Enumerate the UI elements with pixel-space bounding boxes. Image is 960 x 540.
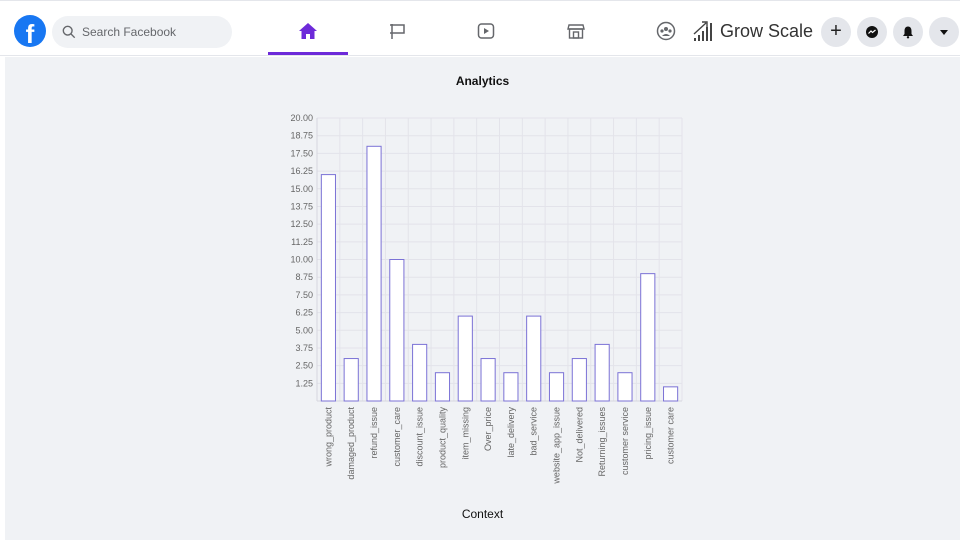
- bar-discount-issue: [412, 343, 428, 402]
- create-button[interactable]: +: [821, 17, 851, 47]
- growth-chart-icon: [693, 21, 712, 41]
- y-tick-label: 3.75: [295, 343, 313, 353]
- facebook-logo[interactable]: f: [14, 15, 46, 47]
- tab-home[interactable]: [268, 15, 348, 55]
- bar-returning-issues: [594, 343, 610, 402]
- y-tick-label: 12.50: [290, 219, 313, 229]
- video-icon: [477, 23, 495, 39]
- bar-website-app-issue: [548, 372, 565, 402]
- y-tick-label: 8.75: [295, 272, 313, 282]
- x-tick-label: Over_price: [483, 407, 493, 451]
- notifications-button[interactable]: [893, 17, 923, 47]
- flag-icon: [390, 24, 405, 39]
- bar-damaged-product: [343, 358, 359, 402]
- y-tick-label: 17.50: [290, 148, 313, 158]
- search-box[interactable]: [52, 16, 232, 48]
- y-tick-label: 6.25: [295, 308, 313, 318]
- search-icon: [62, 25, 76, 39]
- y-tick-label: 13.75: [290, 201, 313, 211]
- x-tick-label: discount_issue: [415, 407, 425, 467]
- y-tick-label: 16.25: [290, 166, 313, 176]
- x-tick-label: customer_care: [392, 407, 402, 467]
- x-tick-label: item_missing: [460, 407, 470, 460]
- x-tick-label: pricing_issue: [643, 407, 653, 460]
- bar-over-price: [480, 358, 496, 402]
- x-tick-label: Not_delivered: [574, 407, 584, 463]
- chart-title: Analytics: [455, 74, 510, 88]
- x-tick-label: Returning_issues: [597, 407, 607, 477]
- x-tick-label: website_app_issue: [552, 407, 562, 485]
- marketplace-icon: [567, 24, 585, 39]
- y-tick-label: 10.00: [290, 255, 313, 265]
- plus-icon: +: [830, 20, 842, 42]
- bar-customer-care: [389, 259, 405, 402]
- bar-late-delivery: [503, 372, 519, 402]
- messenger-button[interactable]: [857, 17, 887, 47]
- x-tick-label: customer care: [666, 407, 676, 464]
- tab-watch[interactable]: [446, 15, 526, 53]
- search-input[interactable]: [82, 25, 222, 39]
- x-tick-label: customer service: [620, 407, 630, 475]
- account-menu-button[interactable]: [929, 17, 959, 47]
- y-tick-label: 5.00: [295, 325, 313, 335]
- bar-item-missing: [457, 315, 473, 402]
- tab-groups[interactable]: [626, 15, 706, 53]
- bar-wrong-product: [320, 174, 336, 402]
- brand-logo[interactable]: Grow Scale: [692, 17, 813, 45]
- bar-refund-issue: [366, 145, 382, 402]
- y-tick-label: 2.50: [295, 361, 313, 371]
- y-tick-label: 7.50: [295, 290, 313, 300]
- x-axis-title: Context: [461, 507, 504, 521]
- groups-icon: [656, 21, 676, 41]
- top-navigation-bar: f: [0, 0, 960, 56]
- y-tick-label: 15.00: [290, 184, 313, 194]
- x-tick-label: wrong_product: [323, 407, 333, 468]
- y-tick-label: 18.75: [290, 131, 313, 141]
- x-tick-label: product_quality: [437, 407, 447, 469]
- y-tick-label: 11.25: [291, 237, 313, 247]
- x-tick-label: bad_service: [529, 407, 539, 456]
- tab-marketplace[interactable]: [536, 15, 616, 53]
- bar-pricing-issue: [640, 273, 656, 402]
- caret-down-icon: [940, 30, 948, 35]
- x-tick-label: refund_issue: [369, 407, 379, 459]
- bar-product-quality: [434, 372, 451, 402]
- bar-bad-service: [526, 315, 542, 402]
- messenger-icon: [866, 26, 878, 38]
- brand-name: Grow Scale: [720, 20, 814, 41]
- y-tick-label: 1.25: [295, 378, 313, 388]
- x-tick-label: damaged_product: [346, 407, 356, 480]
- x-tick-label: late_delivery: [506, 407, 516, 458]
- bar-chart: 1.25 2.50 3.75 5.00 6.25 7.50 8.75 10.00 11.25 12…: [290, 113, 683, 485]
- tab-pages[interactable]: [358, 15, 438, 53]
- bar-not-delivered: [571, 358, 587, 402]
- y-tick-label: 20.00: [290, 113, 313, 123]
- home-icon: [299, 23, 317, 39]
- bell-icon: [903, 26, 913, 39]
- analytics-panel: Analytics 1.25 2.50 3.75 5.00 6.25 7.50 8.75 10…: [5, 57, 960, 540]
- bar-customer-service: [617, 372, 633, 402]
- bar-customer-care: [663, 386, 679, 402]
